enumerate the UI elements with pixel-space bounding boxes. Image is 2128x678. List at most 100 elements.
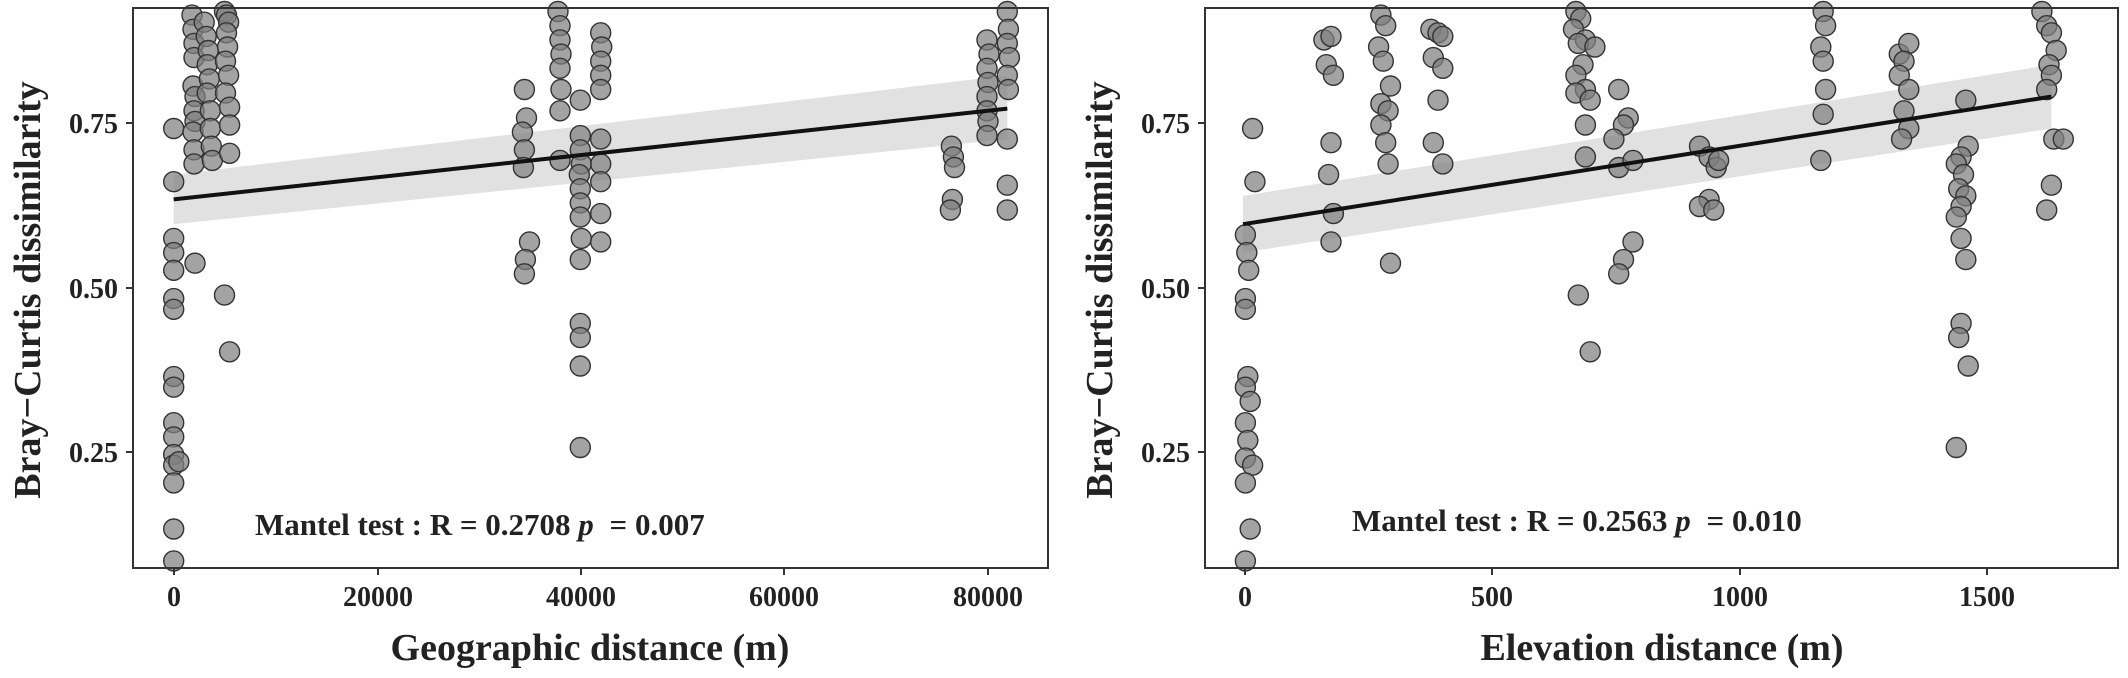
- panel-elevation: 0.75 0.50 0.25 0 500 1000 1500 Elevation…: [1079, 0, 2119, 669]
- panel-elevation-data-point: [1810, 149, 1832, 172]
- panel-elevation-data-point: [1955, 248, 1977, 271]
- panel-geographic-data-point: [996, 174, 1018, 196]
- panel-geographic-data-point: [550, 78, 572, 101]
- panel-elevation-data-point: [2040, 174, 2063, 196]
- panel-geographic-data-point: [590, 128, 612, 150]
- panel-geographic-y-axis-label: Bray−Curtis dissimilarity: [7, 81, 49, 498]
- panel-geographic-data-point: [569, 355, 591, 377]
- panel-elevation-data-point: [1812, 103, 1834, 126]
- panel-geographic-regression-line: [173, 106, 1008, 202]
- panel-elevation-data-point: [1370, 114, 1392, 136]
- panel-elevation-data-point: [1241, 454, 1264, 476]
- panel-geographic-data-point: [183, 153, 205, 175]
- panel-elevation-data-point: [1234, 412, 1257, 434]
- panel-elevation-data-point: [1379, 252, 1402, 274]
- panel-geographic-data-point: [162, 117, 185, 140]
- panel-elevation-data-point: [1945, 436, 1968, 459]
- panel-geographic-data-point: [549, 57, 571, 80]
- panel-elevation-data-point: [1374, 15, 1397, 37]
- panel-geographic-data-point: [218, 114, 241, 136]
- panel-elevation-data-point: [1422, 131, 1445, 154]
- panel-geographic: 0.75 0.50 0.25 0 20000 40000 60000 80000…: [7, 0, 1049, 669]
- panel-geographic-data-point: [569, 206, 591, 228]
- panel-elevation-data-point: [1607, 78, 1630, 101]
- panel-elevation-data-point: [1320, 25, 1342, 48]
- panel-elevation-data-point: [1432, 25, 1454, 48]
- panel-elevation-data-point: [2035, 199, 2058, 221]
- panel-geographic-data-point: [518, 231, 541, 253]
- panel-geographic-data-point: [511, 121, 534, 143]
- panel-elevation-y-tick-label: 0.50: [1141, 274, 1190, 305]
- panel-elevation-data-point: [1890, 128, 1913, 150]
- panel-geographic-data-point: [590, 78, 612, 101]
- panel-geographic-data-point: [943, 156, 966, 179]
- panel-elevation-data-point: [1320, 231, 1342, 253]
- panel-geographic-data-point: [218, 142, 241, 165]
- panel-elevation-mantel-r: Mantel test : R = 0.2563: [1352, 503, 1668, 538]
- panel-elevation-data-point: [1432, 153, 1454, 175]
- panel-geographic-data-point: [590, 170, 612, 193]
- panel-elevation-data-point: [1814, 78, 1837, 101]
- panel-geographic-data-point: [996, 199, 1018, 221]
- panel-elevation-y-tick-label: 0.75: [1141, 109, 1190, 140]
- panel-elevation-data-point: [1239, 518, 1261, 540]
- panel-geographic-data-point: [196, 82, 218, 104]
- panel-geographic-data-point: [590, 202, 612, 225]
- panel-elevation-data-point: [1898, 78, 1920, 101]
- panel-geographic-y-tick-label: 0.75: [69, 109, 118, 140]
- panel-elevation-regression-line: [1242, 94, 2052, 227]
- panel-elevation-data-point: [1237, 429, 1259, 452]
- panel-elevation-data-point: [1898, 32, 1920, 55]
- panel-elevation-x-tick-label: 1000: [1712, 582, 1768, 613]
- panel-elevation-y-axis-label: Bray−Curtis dissimilarity: [1079, 81, 1121, 498]
- panel-geographic-data-point: [590, 231, 612, 253]
- panel-elevation-data-point: [1707, 149, 1730, 172]
- panel-geographic-plot-layer: [162, 0, 1021, 572]
- panel-geographic-data-point: [162, 472, 185, 494]
- panel-elevation-data-point: [1814, 15, 1837, 37]
- panel-geographic-data-point: [549, 100, 571, 122]
- panel-elevation-plot-layer: [1234, 0, 2075, 572]
- panel-elevation-data-point: [2040, 22, 2063, 44]
- panel-geographic-data-point: [218, 96, 241, 118]
- panel-elevation-x-ticks: 0 500 1000 1500: [1238, 568, 2015, 613]
- panel-geographic-y-tick-label: 0.50: [69, 274, 118, 305]
- panel-geographic-mantel-p-symbol: p: [575, 507, 594, 542]
- panel-geographic-data-point: [168, 451, 190, 473]
- panel-geographic-data-point: [218, 341, 241, 363]
- panel-geographic-x-tick-label: 0: [167, 582, 181, 613]
- panel-elevation-data-point: [1957, 355, 1979, 377]
- panel-geographic-data-point: [570, 227, 592, 250]
- panel-geographic-data-point: [162, 298, 185, 320]
- panel-geographic-data-point: [162, 376, 185, 398]
- panel-elevation-data-point: [1567, 284, 1590, 306]
- panel-elevation-data-point: [1584, 36, 1606, 58]
- panel-elevation-mantel-p-value: = 0.010: [1707, 503, 1802, 538]
- panel-geographic-x-tick-label: 80000: [953, 582, 1023, 613]
- panel-geographic-data-point: [513, 78, 536, 101]
- panel-elevation-data-point: [1241, 117, 1264, 140]
- panel-elevation-data-point: [1950, 227, 1972, 250]
- panel-geographic-data-point: [513, 139, 536, 161]
- panel-geographic-y-tick-label: 0.25: [69, 438, 118, 469]
- panel-elevation-data-point: [1622, 231, 1644, 253]
- panel-geographic-mantel-p-value: = 0.007: [610, 507, 705, 542]
- panel-elevation-data-point: [1234, 298, 1257, 320]
- panel-geographic-data-point: [569, 436, 591, 459]
- panel-geographic-data-point: [996, 0, 1018, 23]
- panel-elevation-data-point: [1947, 326, 1970, 349]
- panel-elevation-data-point: [1244, 170, 1266, 193]
- panel-geographic-data-point: [182, 121, 204, 143]
- panel-geographic-data-point: [976, 124, 998, 147]
- panel-geographic-data-point: [162, 518, 185, 540]
- panel-elevation-data-point: [1703, 199, 1725, 221]
- panel-geographic-data-point: [162, 170, 185, 193]
- panel-geographic-data-point: [513, 263, 536, 285]
- panel-geographic-data-point: [997, 78, 1020, 101]
- panel-elevation-x-tick-label: 1500: [1959, 582, 2015, 613]
- panel-elevation-data-point: [1236, 241, 1258, 264]
- panel-elevation-data-point: [1234, 472, 1257, 494]
- panel-elevation-data-point: [1607, 263, 1630, 285]
- panel-geographic-data-point: [184, 252, 206, 274]
